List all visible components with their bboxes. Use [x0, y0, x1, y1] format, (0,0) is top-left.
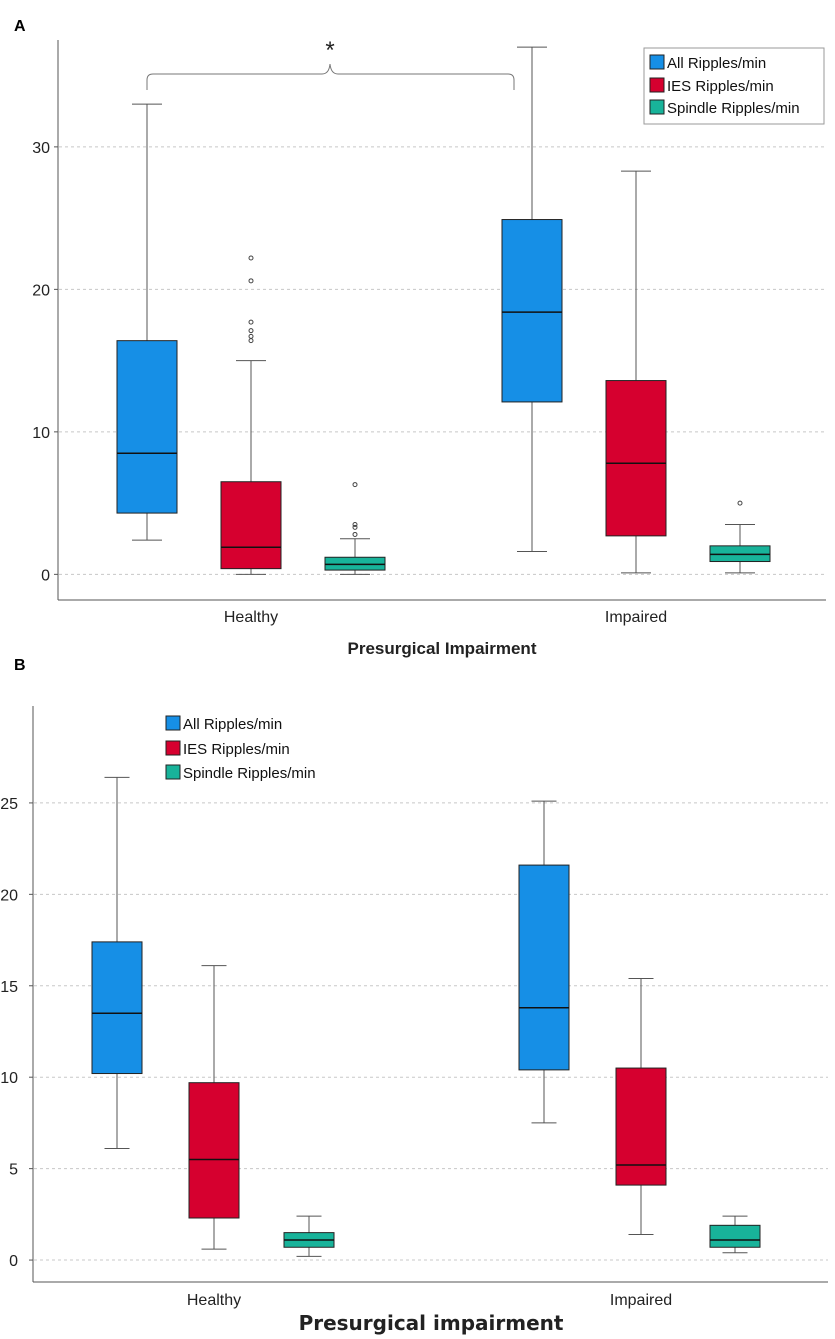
box-spindle-impaired	[709, 1215, 761, 1254]
box-ies-impaired	[605, 170, 667, 574]
panel-a-category-label-healthy: Healthy	[224, 609, 278, 626]
y-tick-label: 20	[32, 282, 50, 299]
legend-swatch-ies-ripples	[649, 77, 665, 93]
legend-label-ies-ripples: IES Ripples/min	[183, 741, 290, 758]
legend-swatch-all-ripples	[649, 54, 665, 70]
outlier-point	[248, 333, 254, 339]
box-iqr	[188, 1082, 240, 1219]
y-tick-label: 25	[0, 796, 18, 813]
panel-a-gridlines	[59, 146, 826, 575]
y-tick-label: 10	[32, 425, 50, 442]
panel-b-boxes	[91, 776, 761, 1257]
panel-b: B 0 5 10 15 20 25 Healthy Impaired Presurgica…	[0, 657, 828, 1335]
legend-swatch-all-ripples	[165, 715, 181, 731]
legend-label-ies-ripples: IES Ripples/min	[667, 78, 774, 95]
box-iqr	[605, 380, 667, 537]
significance-bracket	[146, 63, 515, 90]
outlier-point	[737, 500, 743, 506]
box-all-impaired	[501, 46, 563, 553]
box-spindle-healthy	[324, 482, 386, 575]
box-all-healthy	[116, 103, 178, 541]
box-ies-impaired	[615, 977, 667, 1235]
panel-b-category-label-impaired: Impaired	[610, 1292, 672, 1309]
outlier-point	[352, 524, 358, 530]
panel-a-x-axis-label: Presurgical Impairment	[348, 639, 537, 658]
outlier-point	[352, 531, 358, 537]
panel-a-category-label-impaired: Impaired	[605, 609, 667, 626]
box-iqr	[116, 340, 178, 514]
y-tick-label: 30	[32, 140, 50, 157]
box-iqr	[615, 1067, 667, 1186]
outlier-point	[248, 278, 254, 284]
panel-b-y-ticks: 0 5 10 15 20 25	[0, 796, 33, 1270]
legend-swatch-spindle-ripples	[165, 764, 181, 780]
legend-label-all-ripples: All Ripples/min	[667, 55, 766, 72]
box-iqr	[91, 941, 143, 1075]
y-tick-label: 15	[0, 979, 18, 996]
panel-a-boxes	[116, 46, 771, 575]
outlier-point	[352, 482, 358, 488]
box-all-impaired	[518, 800, 570, 1124]
box-iqr	[518, 864, 570, 1071]
legend-swatch-spindle-ripples	[649, 99, 665, 115]
y-tick-label: 0	[41, 567, 50, 584]
box-ies-healthy	[220, 255, 282, 575]
y-tick-label: 0	[9, 1253, 18, 1270]
legend-label-all-ripples: All Ripples/min	[183, 716, 282, 733]
legend-label-spindle-ripples: Spindle Ripples/min	[667, 100, 800, 117]
legend-swatch-ies-ripples	[165, 740, 181, 756]
box-iqr	[220, 481, 282, 570]
legend-label-spindle-ripples: Spindle Ripples/min	[183, 765, 316, 782]
panel-a: A 0 10 20 30 Healthy Impaired Presurgical I…	[14, 18, 826, 658]
outlier-point	[352, 521, 358, 527]
outlier-point	[248, 255, 254, 261]
outlier-point	[248, 319, 254, 325]
y-tick-label: 20	[0, 887, 18, 904]
significance-asterisk: *	[325, 37, 334, 64]
panel-a-y-ticks: 0 10 20 30	[32, 140, 58, 584]
panel-a-legend: All Ripples/min IES Ripples/min Spindle …	[643, 47, 825, 125]
panel-a-legend-box	[643, 47, 825, 125]
panel-b-category-label-healthy: Healthy	[187, 1292, 241, 1309]
panel-b-gridlines	[34, 802, 828, 1261]
panel-b-legend: All Ripples/min IES Ripples/min Spindle …	[165, 715, 316, 782]
box-iqr	[501, 219, 563, 403]
panel-b-x-axis-label: Presurgical impairment	[299, 1311, 564, 1335]
box-spindle-impaired	[709, 500, 771, 574]
box-iqr	[709, 1224, 761, 1248]
box-spindle-healthy	[283, 1215, 335, 1257]
y-tick-label: 5	[9, 1162, 18, 1179]
outlier-point	[248, 338, 254, 344]
box-all-healthy	[91, 776, 143, 1150]
outlier-point	[248, 328, 254, 334]
box-ies-healthy	[188, 965, 240, 1250]
panel-a-letter: A	[14, 18, 26, 35]
y-tick-label: 10	[0, 1070, 18, 1087]
panel-b-letter: B	[14, 657, 26, 674]
